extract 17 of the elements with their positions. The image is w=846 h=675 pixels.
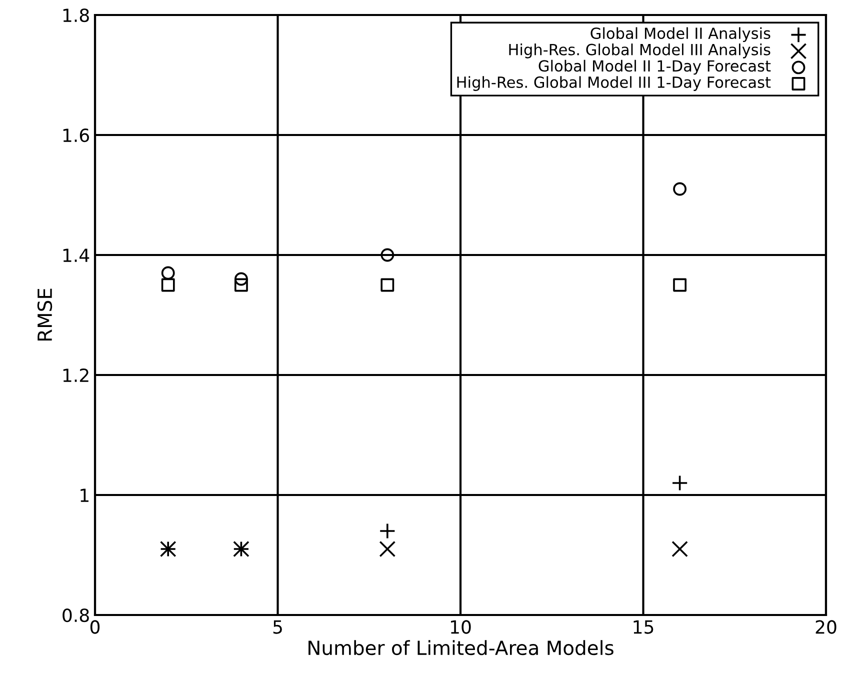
x-axis-title: Number of Limited-Area Models — [308, 640, 614, 656]
y-tick-label: 1.8 — [63, 8, 89, 22]
legend-label: Global Model II 1-Day Forecast — [538, 60, 771, 75]
y-axis-title: RMSE — [37, 288, 52, 341]
legend-label: High-Res. Global Model III 1-Day Forecast — [457, 76, 771, 91]
x-tick-label: 15 — [634, 620, 654, 634]
legend-label: High-Res. Global Model III Analysis — [509, 44, 770, 58]
y-tick-label: 1.6 — [63, 128, 90, 142]
x-tick-label: 20 — [816, 620, 836, 634]
y-tick-label: 1.2 — [63, 368, 88, 382]
legend-label: Global Model II Analysis — [590, 27, 770, 42]
y-tick-label: 1.4 — [63, 248, 90, 262]
x-tick-label: 0 — [90, 620, 100, 634]
x-tick-label: 5 — [273, 620, 282, 634]
y-tick-label: 0.8 — [62, 608, 89, 622]
y-tick-label: 1 — [80, 488, 88, 502]
x-tick-label: 10 — [450, 620, 471, 634]
